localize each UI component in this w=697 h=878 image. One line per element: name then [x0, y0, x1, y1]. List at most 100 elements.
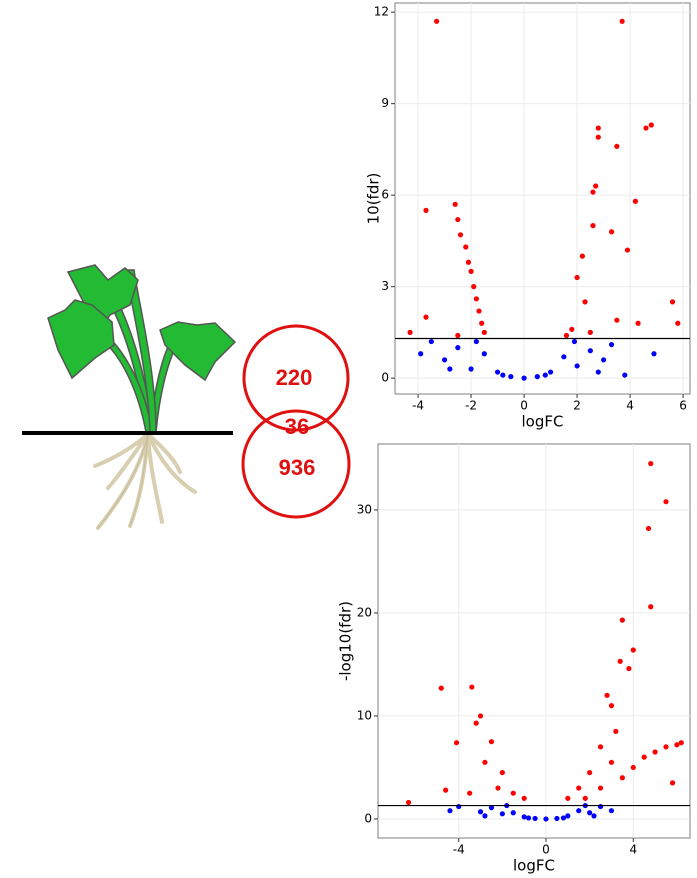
y-tick-label: 30	[357, 502, 372, 516]
data-point	[488, 739, 495, 745]
data-point	[467, 790, 473, 796]
data-point	[595, 369, 601, 375]
x-tick-label: -4	[412, 399, 424, 413]
data-point	[407, 329, 413, 335]
y-axis-label: -log10(fdr)	[337, 601, 355, 681]
y-tick-label: 3	[381, 279, 389, 293]
plot-area	[394, 2, 691, 395]
data-point	[590, 189, 596, 195]
data-point	[488, 805, 495, 811]
data-point	[561, 354, 567, 360]
data-point	[554, 815, 560, 822]
data-point	[574, 363, 580, 369]
data-point	[428, 338, 434, 345]
data-point	[619, 18, 625, 24]
x-tick-label: 6	[679, 399, 687, 413]
data-point	[652, 749, 658, 755]
data-point	[651, 351, 657, 357]
x-tick-label: -4	[453, 843, 465, 857]
venn-circle	[241, 409, 351, 519]
y-tick-label: 6	[381, 188, 389, 202]
data-point	[510, 790, 516, 796]
data-point	[499, 769, 505, 776]
data-point	[521, 795, 527, 801]
data-point	[608, 703, 615, 709]
data-point	[457, 232, 464, 238]
y-tick-label: 0	[381, 371, 389, 385]
data-point	[463, 244, 469, 250]
data-point	[525, 815, 532, 821]
data-point	[635, 320, 641, 326]
data-point	[587, 769, 593, 776]
data-point	[663, 744, 669, 750]
data-point	[469, 684, 475, 690]
data-point	[565, 813, 571, 819]
data-point	[600, 357, 607, 363]
data-point	[473, 720, 479, 726]
data-point	[613, 728, 619, 734]
data-point	[579, 253, 585, 259]
data-point	[477, 713, 484, 719]
data-point	[669, 780, 676, 786]
data-point	[648, 122, 654, 128]
data-point	[542, 372, 548, 378]
data-point	[423, 314, 429, 320]
data-point	[500, 372, 506, 378]
data-point	[678, 740, 684, 746]
data-point	[479, 320, 485, 326]
data-point	[534, 374, 540, 380]
x-tick-label: 4	[629, 843, 637, 857]
data-point	[591, 813, 597, 819]
x-tick-label: 4	[626, 399, 634, 413]
data-point	[560, 815, 567, 821]
data-point	[569, 326, 575, 332]
data-point	[574, 274, 580, 281]
data-point	[632, 198, 638, 204]
x-tick-label: 0	[520, 399, 528, 413]
data-point	[508, 374, 514, 380]
data-point	[608, 808, 615, 814]
data-point	[543, 816, 549, 822]
data-point	[443, 787, 449, 793]
data-point	[626, 665, 632, 672]
venn-label: 220	[276, 365, 313, 390]
data-point	[468, 268, 474, 274]
y-tick-label: 10	[357, 708, 372, 722]
data-point	[614, 143, 620, 149]
y-tick-label: 9	[381, 96, 389, 110]
data-point	[597, 744, 604, 750]
data-point	[473, 296, 479, 302]
data-point	[468, 366, 474, 372]
data-point	[576, 808, 582, 814]
data-point	[614, 317, 620, 323]
data-point	[434, 18, 440, 24]
data-point	[532, 815, 538, 822]
data-point	[582, 795, 588, 801]
data-point	[595, 125, 601, 131]
plant-diagram	[22, 264, 237, 530]
data-point	[619, 775, 625, 781]
venn-label: 936	[279, 455, 316, 480]
data-point	[405, 799, 412, 806]
data-point	[595, 134, 601, 140]
data-point	[630, 647, 636, 653]
data-point	[582, 299, 588, 305]
venn-circle	[242, 324, 350, 432]
data-point	[447, 366, 453, 372]
data-point	[494, 369, 501, 375]
data-point	[565, 795, 571, 801]
data-point	[455, 216, 461, 223]
data-point	[453, 740, 460, 746]
data-point	[438, 685, 444, 691]
x-axis-label: logFC	[513, 857, 555, 875]
data-point	[423, 207, 429, 213]
y-tick-label: 12	[374, 5, 389, 19]
data-point	[622, 372, 628, 378]
data-point	[645, 525, 652, 532]
data-point	[482, 759, 488, 765]
data-point	[648, 460, 654, 467]
y-tick-label: 20	[357, 605, 372, 619]
data-point	[630, 764, 636, 771]
data-point	[471, 284, 477, 290]
